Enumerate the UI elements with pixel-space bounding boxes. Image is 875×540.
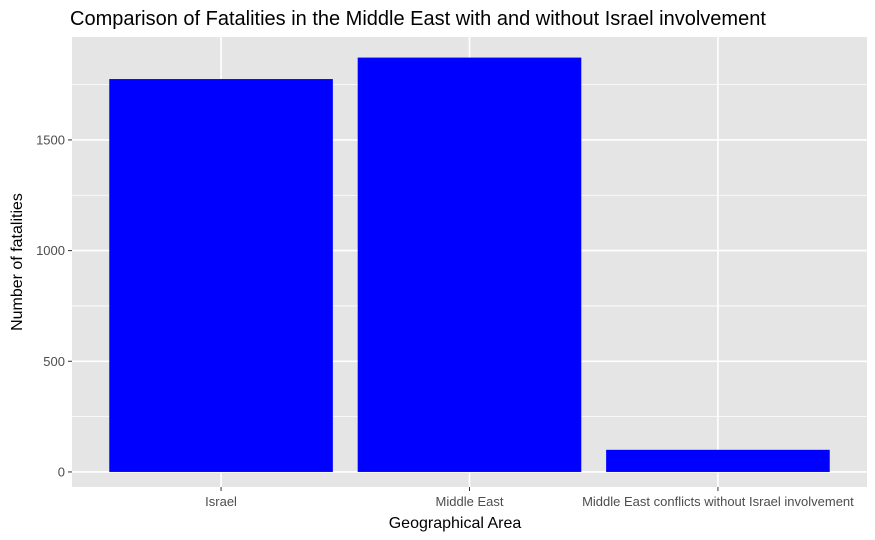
- y-tick-label: 1500: [36, 132, 65, 147]
- bar-2: [606, 449, 830, 472]
- y-tick-label: 500: [43, 354, 65, 369]
- x-axis-title: Geographical Area: [389, 515, 522, 532]
- chart-title: Comparison of Fatalities in the Middle E…: [70, 8, 766, 30]
- bars: [109, 57, 830, 472]
- x-tick-label: Middle East: [436, 494, 504, 509]
- y-tick-label: 1000: [36, 243, 65, 258]
- y-axis-title: Number of fatalities: [9, 193, 26, 331]
- y-tick-label: 0: [58, 464, 65, 479]
- x-axis: Israel Middle East Middle East conflicts w…: [205, 487, 854, 509]
- x-tick-label: Israel: [205, 494, 237, 509]
- bar-1: [357, 57, 582, 472]
- y-axis: 0 500 1000 1500: [36, 132, 72, 479]
- bar-0: [109, 79, 333, 472]
- x-tick-label: Middle East conflicts without Israel inv…: [582, 494, 854, 509]
